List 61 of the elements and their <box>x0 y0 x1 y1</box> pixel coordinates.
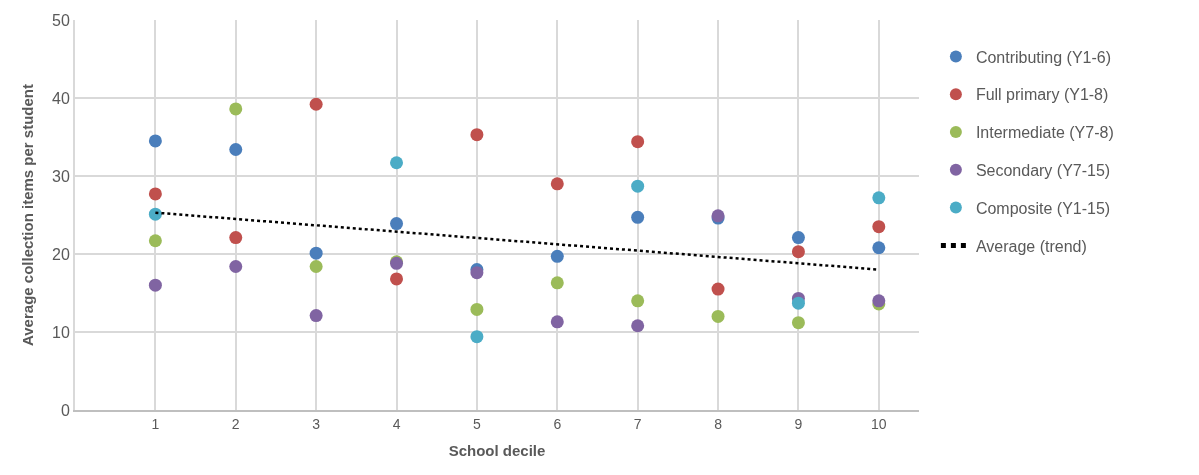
x-tick-label: 2 <box>231 415 240 432</box>
point <box>550 315 564 329</box>
point <box>390 272 404 286</box>
point <box>148 187 162 201</box>
point <box>872 241 886 255</box>
point <box>550 177 564 191</box>
point <box>631 179 645 193</box>
point <box>631 319 645 333</box>
point <box>631 135 645 149</box>
x-tick-label: 1 <box>151 415 160 432</box>
point <box>229 102 243 116</box>
point <box>872 191 886 205</box>
y-tick-label: 20 <box>52 245 70 263</box>
x-tick-label: 4 <box>392 415 401 432</box>
legend-label: Contributing (Y1-6) <box>975 48 1112 66</box>
point <box>309 309 323 323</box>
legend-label: Full primary (Y1-8) <box>975 86 1109 104</box>
point <box>148 207 162 221</box>
point <box>229 231 243 245</box>
point <box>791 296 805 310</box>
point <box>470 330 484 344</box>
point <box>470 128 484 142</box>
point <box>390 217 404 231</box>
legend-label: Intermediate (Y7-8) <box>975 124 1114 142</box>
point <box>148 234 162 248</box>
y-tick-label: 40 <box>52 89 70 107</box>
x-tick-label: 3 <box>312 415 321 432</box>
x-tick-label: 10 <box>871 415 887 432</box>
point <box>309 97 323 111</box>
x-tick-label: 9 <box>794 415 803 432</box>
point <box>390 156 404 170</box>
point <box>791 231 805 245</box>
point <box>711 282 725 296</box>
x-tick-label: 6 <box>553 415 562 432</box>
legend-label: Secondary (Y7-15) <box>975 162 1111 180</box>
point <box>309 259 323 273</box>
legend-label: Composite (Y1-15) <box>975 199 1111 217</box>
point <box>229 259 243 273</box>
legend-label: Average (trend) <box>975 237 1087 255</box>
x-tick-label: 8 <box>714 415 723 432</box>
y-tick-label: 50 <box>52 11 70 29</box>
point <box>631 210 645 224</box>
point <box>631 294 645 308</box>
point <box>791 245 805 259</box>
point <box>791 316 805 330</box>
point <box>550 249 564 263</box>
point <box>872 220 886 234</box>
point <box>309 246 323 260</box>
point <box>229 142 243 156</box>
point <box>711 309 725 323</box>
x-axis-title: School decile <box>448 442 546 460</box>
point <box>148 278 162 292</box>
y-tick-label: 30 <box>52 167 70 185</box>
x-tick-label: 5 <box>473 415 481 432</box>
point <box>470 302 484 316</box>
y-tick-label: 10 <box>52 323 70 341</box>
point <box>148 134 162 148</box>
x-tick-label: 7 <box>633 415 642 432</box>
y-axis-title: Average collection items per student <box>18 83 36 347</box>
y-tick-label: 0 <box>60 401 70 419</box>
point <box>550 276 564 290</box>
